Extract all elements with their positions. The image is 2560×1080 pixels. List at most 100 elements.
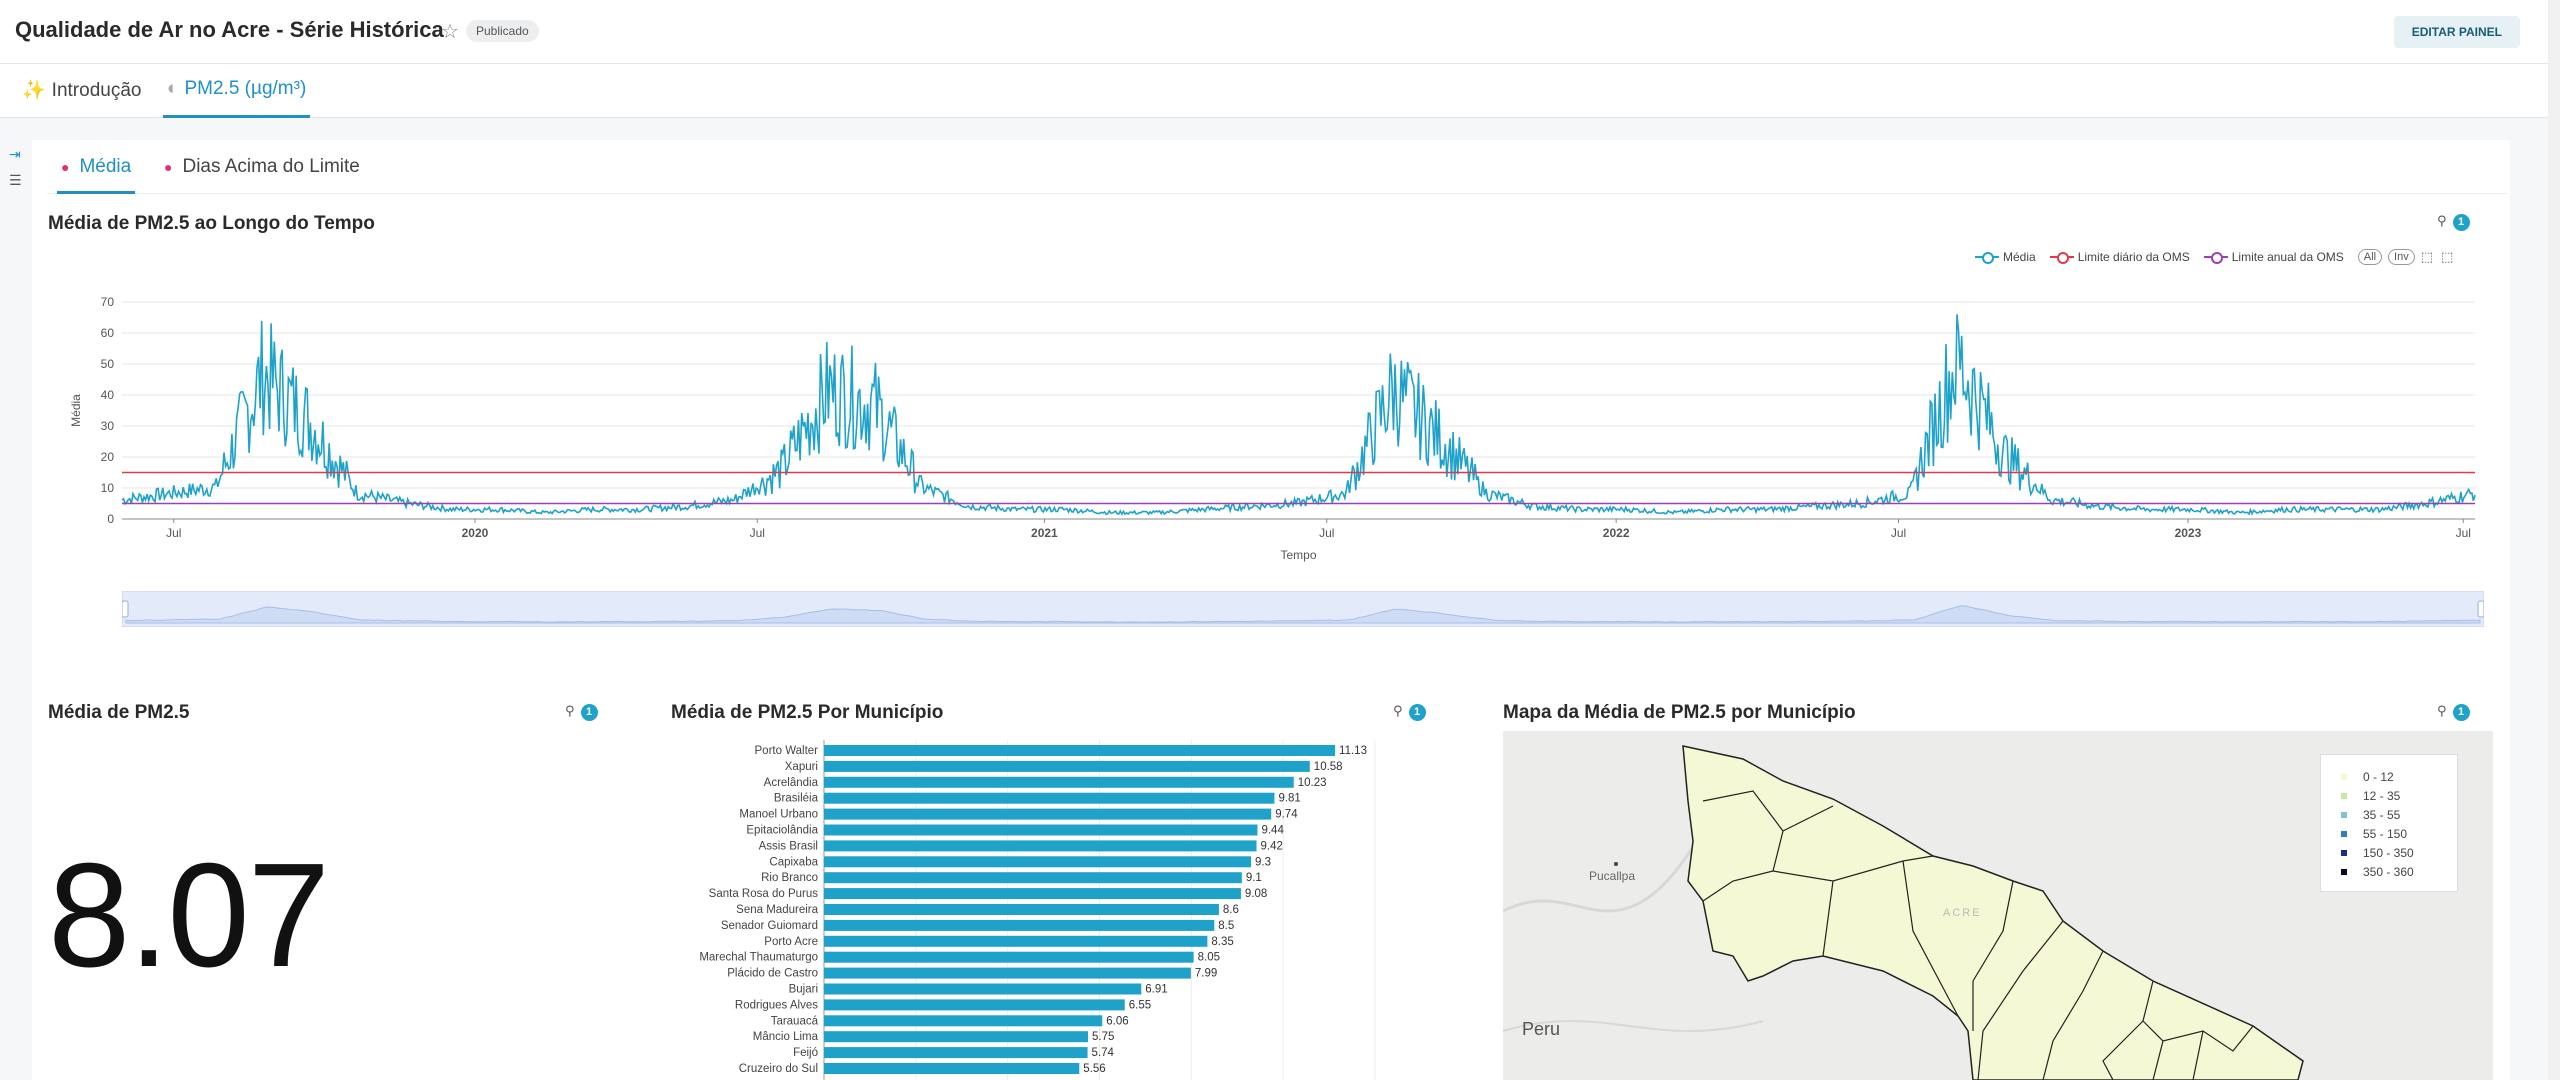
municipality-border [2042, 950, 2104, 1080]
x-tick-label: Jul [2456, 526, 2471, 540]
data-label: 9.81 [1278, 793, 1300, 805]
filter-indicator[interactable]: ⚲ 1 [565, 703, 598, 721]
category-label: Brasiléia [774, 793, 819, 805]
edit-dashboard-button[interactable]: EDITAR PAINEL [2393, 16, 2520, 48]
category-label: Manoel Urbano [739, 809, 818, 821]
bar [824, 935, 1208, 947]
pin-icon: ● [164, 159, 173, 175]
legend-marker [2203, 251, 2228, 264]
legend-all-button[interactable]: All [2357, 249, 2383, 265]
filter-icon: ⚲ [1393, 703, 1403, 718]
map-label-peru: Peru [1522, 1019, 1561, 1039]
legend-label: Limite diário da OMS [2077, 250, 2190, 264]
zoom-icon[interactable]: ⬚ [2420, 249, 2434, 264]
filter-icon: ⚲ [2437, 213, 2447, 228]
bar-chart-title: Média de PM2.5 Por Município [671, 702, 944, 723]
data-label: 5.74 [1092, 1047, 1115, 1059]
legend-marker [1975, 251, 1999, 264]
filter-indicator[interactable]: ⚲ 1 [2437, 703, 2470, 721]
municipality-border [1782, 805, 1834, 832]
bar [824, 840, 1257, 852]
filter-count: 1 [2452, 214, 2470, 231]
y-tick-label: 20 [101, 450, 115, 464]
legend-range: 12 - 35 [2363, 788, 2401, 803]
bar [824, 1047, 1088, 1059]
particle-icon: ◐ [167, 78, 179, 99]
municipality-border [2152, 1040, 2164, 1080]
legend-row: 12 - 35 [2321, 786, 2457, 805]
map-canvas[interactable]: ACRE [1503, 731, 2493, 1080]
data-label: 11.13 [1339, 745, 1367, 757]
favorite-star-icon[interactable]: ☆ [441, 21, 459, 43]
tab-label: PM2.5 (µg/m³) [184, 78, 307, 99]
subtab-label: Média [79, 156, 132, 177]
x-axis-label: Tempo [1280, 548, 1316, 562]
sub-tabs: ● Média ● Dias Acima do Limite [47, 140, 2507, 194]
x-tick-label: Jul [166, 526, 181, 540]
filter-count: 1 [1408, 704, 1426, 721]
filter-indicator[interactable]: ⚲ 1 [1393, 703, 1426, 721]
zoom-handle-left [122, 600, 129, 618]
category-label: Santa Rosa do Purus [709, 888, 819, 900]
data-label: 9.44 [1261, 825, 1284, 837]
page-scrollbar[interactable] [2548, 0, 2560, 1080]
category-label: Plácido de Castro [727, 968, 818, 980]
legend-item-media[interactable]: Média [1975, 250, 2036, 264]
map-title: Mapa da Média de PM2.5 por Município [1503, 702, 1856, 723]
bar [824, 919, 1215, 931]
sparkles-icon: ✨ [22, 80, 46, 101]
legend-range: 150 - 350 [2363, 845, 2414, 860]
legend-swatch [2341, 773, 2347, 780]
dashboard-title: Qualidade de Ar no Acre - Série Históric… [15, 17, 444, 42]
filter-icon: ⚲ [2437, 703, 2447, 718]
y-axis-label: Média [69, 394, 83, 427]
filter-icon[interactable]: ☰ [9, 172, 22, 188]
line-chart[interactable]: 0 10 20 30 40 50 60 70 Média Jul 2020 Jul 2021 Jul 202… [60, 285, 2500, 635]
category-label: Senador Guiomard [721, 920, 818, 932]
municipality-border [1977, 920, 2064, 1080]
legend-item-annual-limit[interactable]: Limite anual da OMS [2203, 250, 2344, 264]
pin-icon: ● [61, 159, 70, 175]
data-label: 8.05 [1198, 952, 1220, 964]
data-label: 10.23 [1298, 777, 1327, 789]
map-river [1503, 1020, 1764, 1032]
y-tick-label: 0 [107, 512, 114, 526]
legend-invert-button[interactable]: Inv [2388, 249, 2415, 265]
line-chart-title: Média de PM2.5 ao Longo do Tempo [48, 213, 375, 234]
data-label: 8.6 [1223, 904, 1239, 916]
reset-zoom-icon[interactable]: ⬚ [2441, 249, 2454, 264]
acre-state-shape [1682, 745, 2304, 1080]
data-label: 9.42 [1261, 840, 1283, 852]
filter-indicator[interactable]: ⚲ 1 [2437, 213, 2470, 231]
bar [824, 856, 1252, 868]
choropleth-map[interactable]: ACRE Pucallpa Peru 0 - 12 12 - 35 35 - 5… [1503, 731, 2493, 1080]
y-tick-label: 30 [101, 419, 115, 433]
tab-pm25[interactable]: ◐ PM2.5 (µg/m³) [163, 78, 311, 118]
legend-swatch [2341, 868, 2347, 875]
bar-chart[interactable]: Porto Walter 11.13 Xapuri 10.58 Acrelândia 10… [660, 740, 1440, 1080]
tab-introducao[interactable]: ✨ Introdução [22, 78, 141, 118]
dashboard-header: Qualidade de Ar no Acre - Série Históric… [0, 0, 2560, 64]
status-badge: Publicado [466, 20, 539, 42]
category-label: Assis Brasil [759, 840, 818, 852]
municipality-border [1902, 860, 1959, 1017]
bar [824, 808, 1272, 820]
bar [824, 1015, 1103, 1027]
legend-item-daily-limit[interactable]: Limite diário da OMS [2049, 250, 2190, 264]
expand-filters-icon[interactable]: ⇥ [9, 146, 21, 162]
data-label: 6.55 [1129, 999, 1151, 1011]
bar [824, 983, 1142, 995]
legend-range: 350 - 360 [2363, 864, 2414, 879]
data-zoom-slider[interactable] [122, 591, 2484, 627]
legend-swatch [2341, 792, 2347, 799]
data-label: 8.35 [1211, 936, 1233, 948]
category-label: Cruzeiro do Sul [739, 1063, 818, 1075]
subtab-media[interactable]: ● Média [57, 156, 136, 194]
data-label: 9.74 [1275, 809, 1298, 821]
chart-legend: Média Limite diário da OMS Limite anual … [1975, 246, 2461, 268]
zoom-handle-right [2477, 600, 2484, 618]
bar [824, 872, 1242, 884]
subtab-dias-acima[interactable]: ● Dias Acima do Limite [164, 156, 360, 194]
bar [824, 760, 1310, 772]
legend-row: 35 - 55 [2321, 805, 2457, 824]
